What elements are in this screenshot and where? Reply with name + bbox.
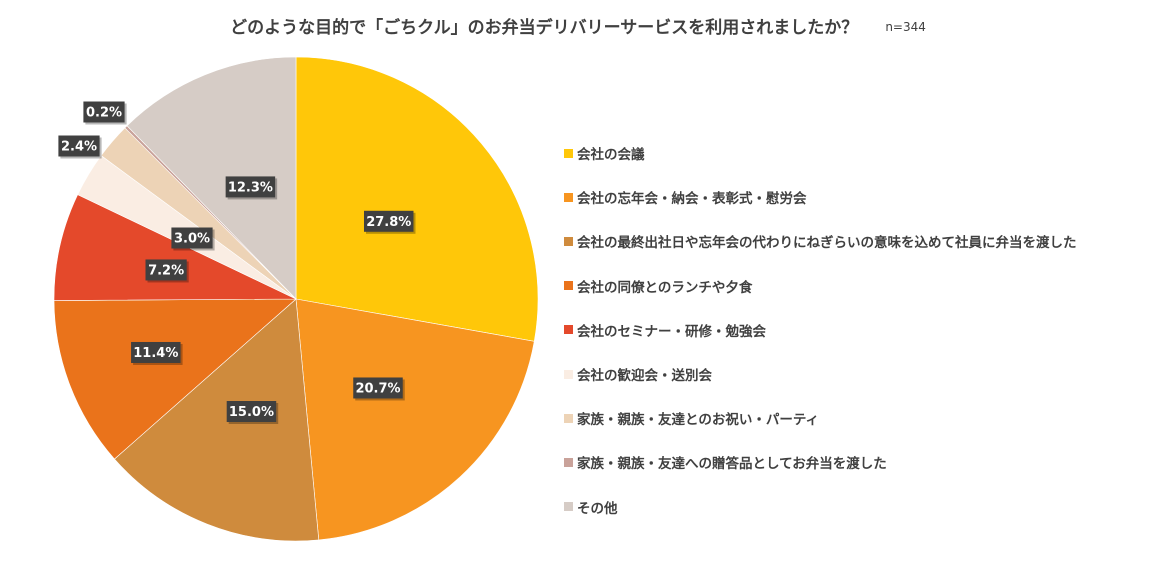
data-label: 12.3% xyxy=(225,176,278,200)
data-label-text: 20.7% xyxy=(355,381,400,396)
data-label-text: 12.3% xyxy=(228,180,273,195)
legend-item: 家族・親族・友達への贈答品としてお弁当を渡した xyxy=(564,440,1077,484)
legend-item: 会社の同僚とのランチや夕食 xyxy=(564,264,1077,308)
legend-label: 家族・親族・友達への贈答品としてお弁当を渡した xyxy=(577,456,887,473)
legend-item: 会社の忘年会・納会・表彰式・慰労会 xyxy=(564,175,1077,219)
legend-item: その他 xyxy=(564,485,1077,529)
data-label-text: 27.8% xyxy=(366,215,411,230)
chart-title: どのような目的で「ごちクル」のお弁当デリバリーサービスを利用されましたか？ xyxy=(230,18,859,38)
data-label-text: 0.2% xyxy=(86,106,122,121)
pie-slice xyxy=(114,298,320,542)
legend-swatch xyxy=(564,192,573,202)
legend-item: 会社の会議 xyxy=(564,131,1077,175)
legend-label: その他 xyxy=(577,500,618,517)
data-label-text: 3.0% xyxy=(174,232,210,247)
legend-swatch xyxy=(564,502,573,512)
legend-label: 会社の歓迎会・送別会 xyxy=(577,368,712,385)
data-label-text: 2.4% xyxy=(61,140,97,155)
data-label: 15.0% xyxy=(226,401,279,425)
chart-legend: 会社の会議会社の忘年会・納会・表彰式・慰労会会社の最終出社日や忘年会の代わりにね… xyxy=(564,131,1077,529)
legend-swatch xyxy=(564,369,573,379)
data-label-text: 7.2% xyxy=(148,263,184,278)
legend-label: 会社のセミナー・研修・勉強会 xyxy=(577,323,766,340)
data-label: 3.0% xyxy=(171,227,215,251)
legend-item: 会社の歓迎会・送別会 xyxy=(564,352,1077,396)
legend-swatch xyxy=(564,413,573,423)
legend-label: 会社の忘年会・納会・表彰式・慰労会 xyxy=(577,191,807,208)
legend-swatch xyxy=(564,148,573,158)
data-label: 0.2% xyxy=(83,101,127,125)
data-labels: 27.8% 20.7% 15.0% 11.4% 7.2% 3.0% 2.4% 0.2% 12.3… xyxy=(58,101,416,425)
pie-slice xyxy=(295,298,535,541)
legend-swatch xyxy=(564,325,573,335)
data-label-text: 15.0% xyxy=(229,405,274,420)
legend-label: 会社の同僚とのランチや夕食 xyxy=(577,279,753,296)
data-label: 2.4% xyxy=(58,135,102,159)
data-label-text: 11.4% xyxy=(133,346,178,361)
data-label: 27.8% xyxy=(363,210,416,234)
pie-slice xyxy=(295,56,539,342)
chart-title-row: どのような目的で「ごちクル」のお弁当デリバリーサービスを利用されましたか？ n=… xyxy=(0,13,1156,38)
legend-label: 会社の会議 xyxy=(577,147,645,164)
data-label: 11.4% xyxy=(131,341,183,365)
pie-slice xyxy=(126,56,297,300)
data-label: 20.7% xyxy=(353,377,405,401)
legend-label: 会社の最終出社日や忘年会の代わりにねぎらいの意味を込めて社員に弁当を渡した xyxy=(577,235,1077,252)
legend-swatch xyxy=(564,281,573,291)
data-label: 7.2% xyxy=(145,259,189,283)
sample-size-label: n=344 xyxy=(885,20,926,34)
legend-item: 会社のセミナー・研修・勉強会 xyxy=(564,308,1077,352)
legend-item: 家族・親族・友達とのお祝い・パーティ xyxy=(564,396,1077,440)
legend-label: 家族・親族・友達とのお祝い・パーティ xyxy=(577,412,820,429)
pie-slices xyxy=(53,56,539,542)
legend-item: 会社の最終出社日や忘年会の代わりにねぎらいの意味を込めて社員に弁当を渡した xyxy=(564,219,1077,263)
pie-slice xyxy=(53,298,297,460)
legend-swatch xyxy=(564,457,573,467)
legend-swatch xyxy=(564,236,573,246)
